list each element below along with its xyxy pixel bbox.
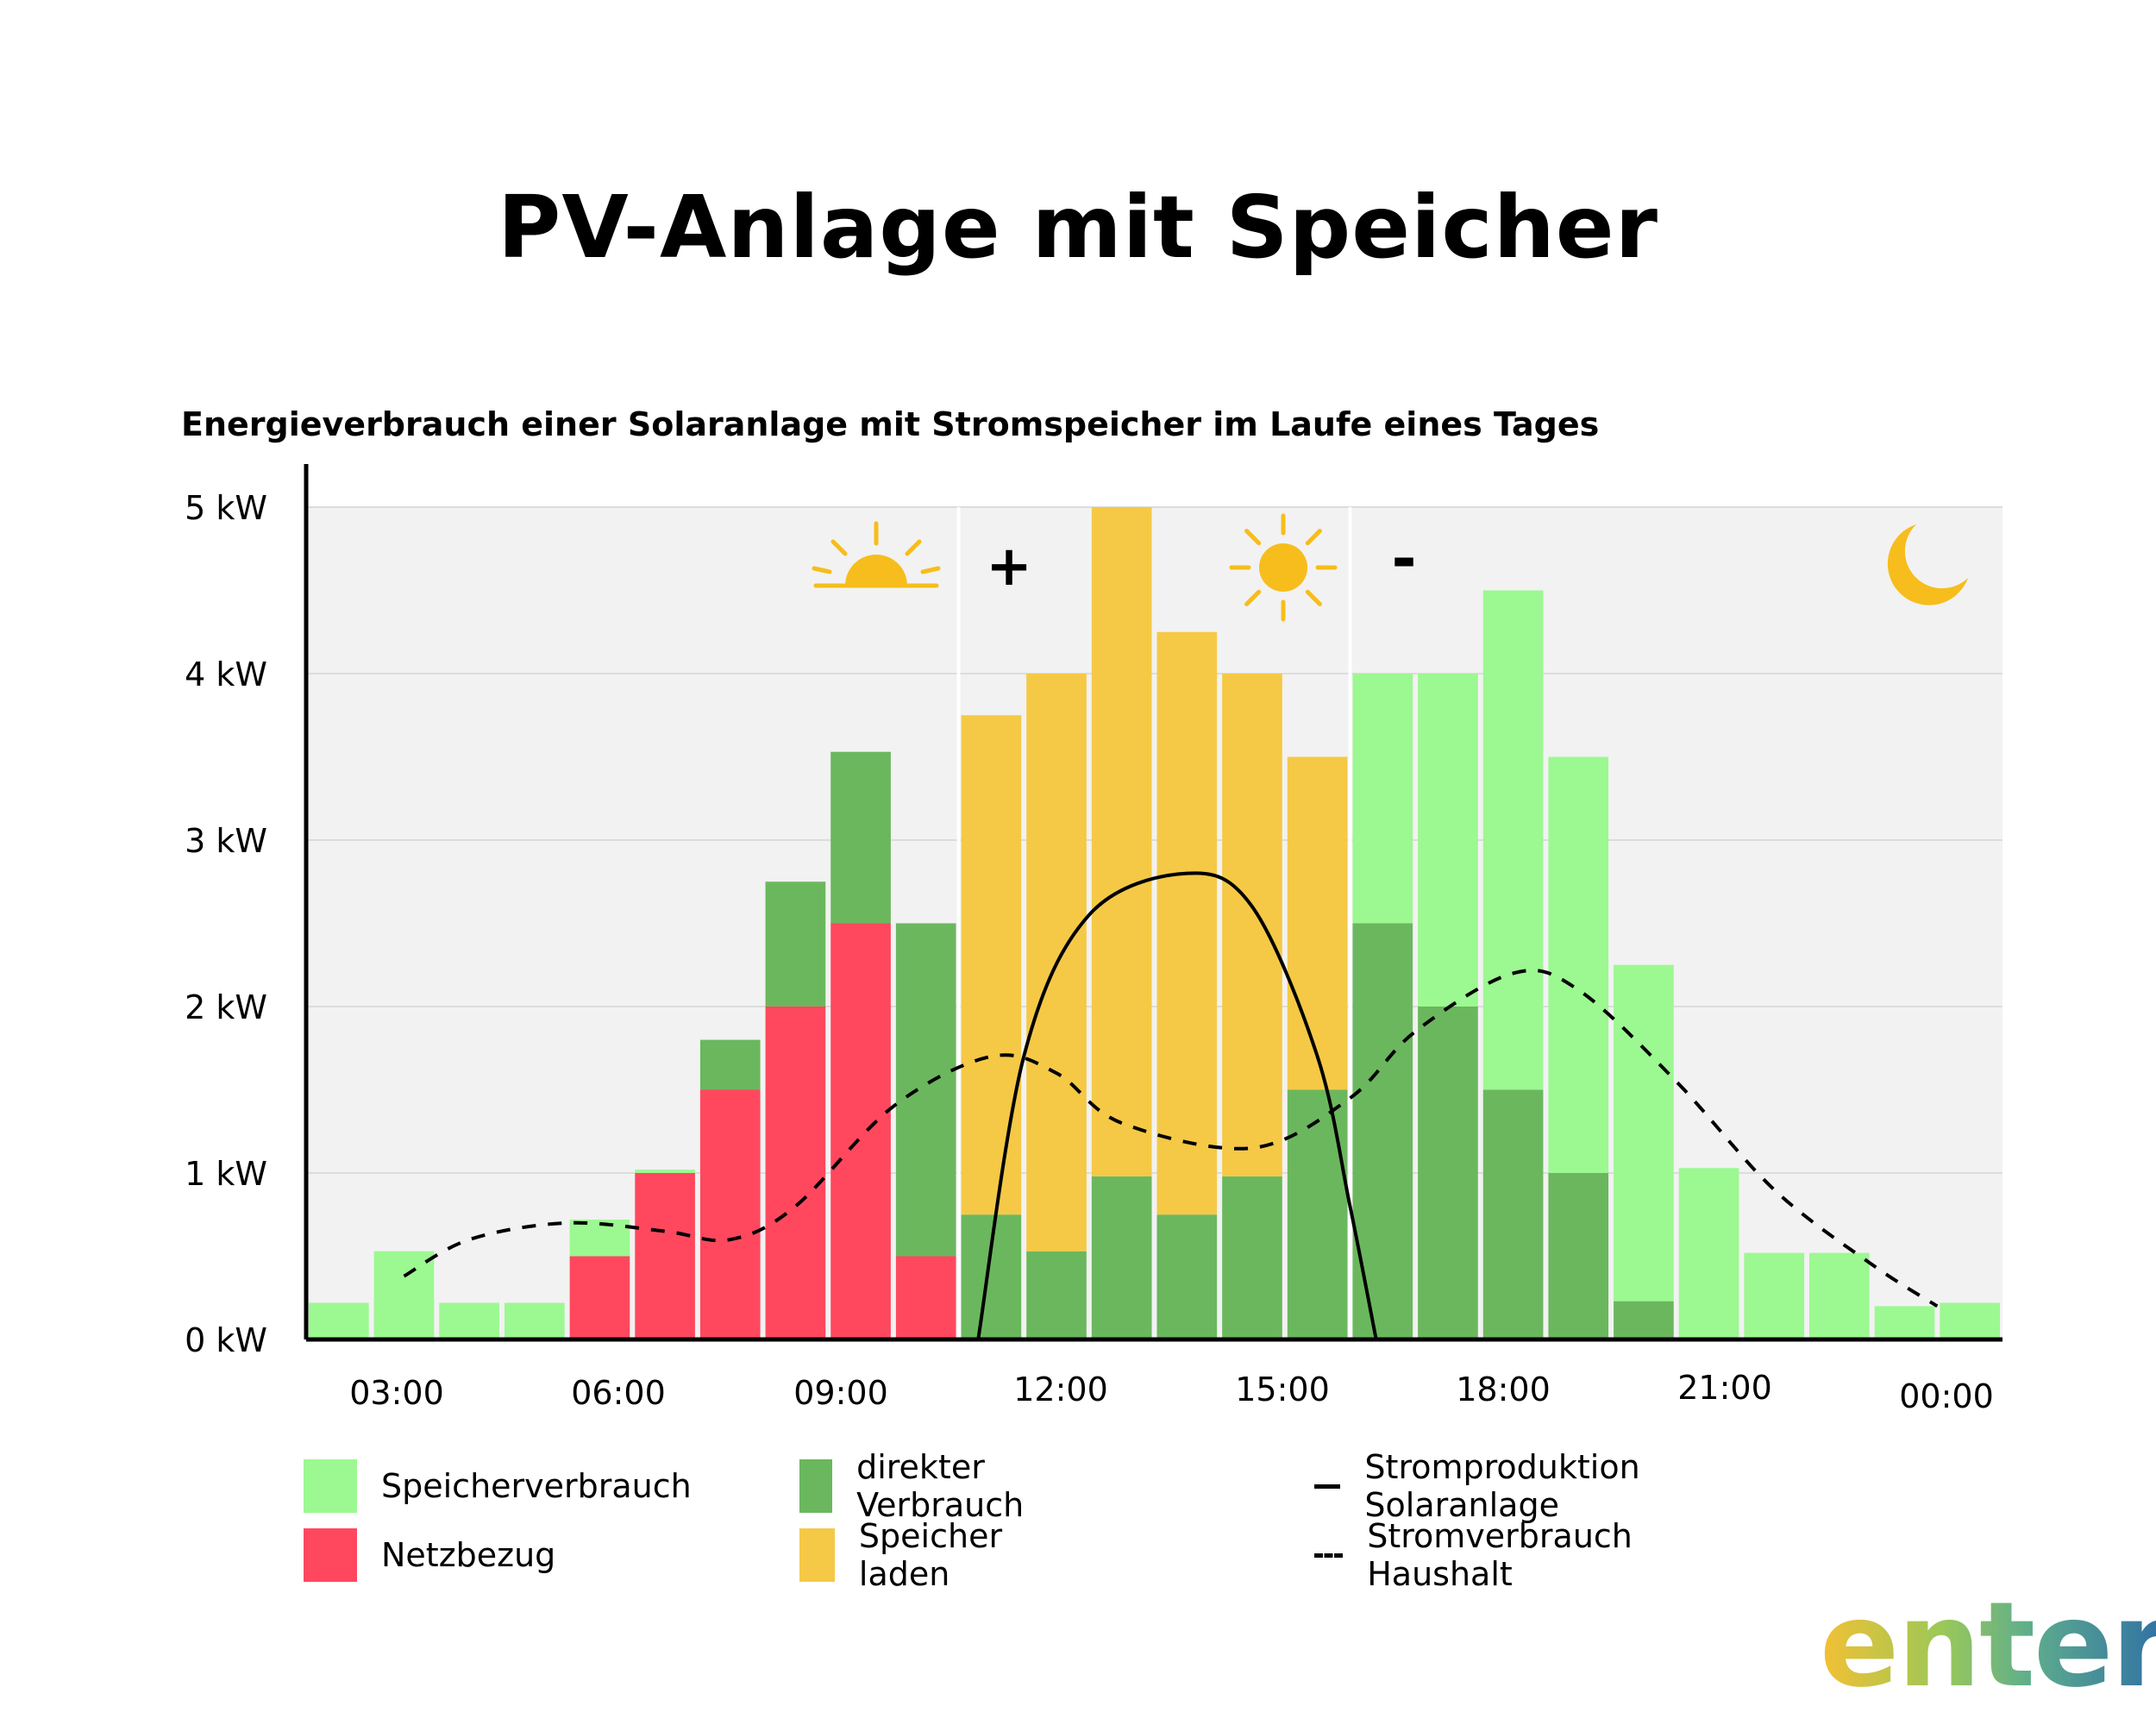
legend-swatch-speicherverbrauch — [304, 1459, 357, 1513]
x-tick-label: 09:00 — [793, 1374, 888, 1412]
legend-swatch-direkter-verbrauch — [799, 1459, 833, 1513]
x-tick-label: 00:00 — [1899, 1377, 1994, 1415]
bar-speicherverbrauch — [439, 1302, 499, 1339]
legend-label: direkter Verbrauch — [856, 1448, 1025, 1524]
chart-subtitle: Energieverbrauch einer Solaranlage mit S… — [181, 405, 1600, 443]
bar-speicher-laden — [1091, 507, 1152, 1176]
legend-swatch-speicher-laden — [799, 1528, 835, 1582]
bar-direkter-verbrauch — [1287, 1089, 1348, 1339]
legend-label: Speicherverbrauch — [381, 1467, 692, 1505]
bar-direkter-verbrauch — [1156, 1214, 1218, 1339]
x-tick-label: 06:00 — [571, 1374, 666, 1412]
enter-logo: enter — [1820, 1587, 2156, 1704]
legend-item-netzbezug: Netzbezug — [304, 1528, 555, 1582]
y-tick-label: 0 kW — [185, 1321, 267, 1359]
bar-speicherverbrauch — [1352, 674, 1413, 924]
plot-background — [306, 507, 2002, 1339]
bar-speicherverbrauch — [1418, 674, 1478, 1007]
y-tick-label: 3 kW — [185, 822, 267, 860]
legend-item-stromverbrauch: Stromverbrauch Haushalt — [1309, 1517, 1647, 1593]
bar-speicherverbrauch — [309, 1302, 369, 1339]
legend-item-stromproduktion: Stromproduktion Solaranlage — [1309, 1448, 1657, 1524]
bar-netzbezug — [635, 1173, 695, 1339]
bar-netzbezug — [830, 923, 891, 1339]
bar-direkter-verbrauch — [1548, 1173, 1609, 1339]
x-tick-label: 15:00 — [1235, 1371, 1330, 1408]
bar-direkter-verbrauch — [1026, 1251, 1087, 1339]
legend-swatch-netzbezug — [304, 1528, 357, 1582]
bar-speicherverbrauch — [1874, 1306, 1935, 1339]
legend-label: Netzbezug — [381, 1536, 556, 1574]
bar-speicherverbrauch — [569, 1220, 630, 1257]
legend-label: Speicher laden — [858, 1517, 1003, 1593]
bar-direkter-verbrauch — [830, 751, 891, 924]
legend-label: Stromproduktion Solaranlage — [1364, 1448, 1640, 1524]
bar-direkter-verbrauch — [1614, 1301, 1674, 1339]
bar-netzbezug — [765, 1007, 826, 1339]
bar-direkter-verbrauch — [699, 1039, 761, 1090]
logo-text: enter — [1820, 1578, 2156, 1714]
bar-speicher-laden — [1222, 674, 1282, 1176]
legend-dashed-line — [1314, 1552, 1344, 1558]
sunrise-icon — [812, 521, 941, 588]
bar-speicherverbrauch — [373, 1251, 435, 1339]
bar-direkter-verbrauch — [961, 1214, 1022, 1339]
legend-item-direkter-verbrauch: direkter Verbrauch — [799, 1448, 1044, 1524]
bar-speicher-laden — [961, 715, 1022, 1215]
bar-speicherverbrauch — [635, 1170, 695, 1173]
sun-icon — [1229, 513, 1338, 622]
consumption-line — [403, 969, 1939, 1308]
bar-direkter-verbrauch — [1418, 1007, 1478, 1339]
y-tick-label: 2 kW — [185, 988, 267, 1026]
minus-marker: - — [1391, 524, 1416, 594]
bar-direkter-verbrauch — [1222, 1176, 1282, 1339]
bar-speicherverbrauch — [1678, 1168, 1739, 1339]
y-tick-label: 1 kW — [185, 1155, 267, 1193]
moon-icon — [1887, 524, 1968, 605]
y-tick-label: 4 kW — [185, 656, 267, 693]
y-tick-label: 5 kW — [185, 489, 267, 527]
bar-direkter-verbrauch — [1482, 1089, 1544, 1339]
bar-speicherverbrauch — [1744, 1252, 1805, 1339]
production-line — [976, 871, 1378, 1340]
x-tick-label: 21:00 — [1677, 1369, 1772, 1407]
legend-solid-line — [1314, 1484, 1341, 1489]
x-tick-label: 12:00 — [1013, 1371, 1108, 1408]
legend-item-speicherverbrauch: Speicherverbrauch — [304, 1459, 692, 1513]
bar-direkter-verbrauch — [895, 923, 956, 1257]
bar-direkter-verbrauch — [1091, 1176, 1152, 1339]
bar-speicherverbrauch — [1809, 1252, 1870, 1339]
bar-speicherverbrauch — [1940, 1302, 2000, 1339]
x-tick-label: 18:00 — [1456, 1371, 1551, 1408]
chart-title: PV-Anlage mit Speicher — [498, 177, 1658, 278]
bar-speicher-laden — [1287, 756, 1348, 1090]
bar-netzbezug — [699, 1089, 761, 1339]
plus-marker: + — [986, 535, 1032, 599]
bar-speicherverbrauch — [504, 1302, 565, 1339]
bar-speicherverbrauch — [1614, 964, 1674, 1302]
bar-speicherverbrauch — [1482, 590, 1544, 1090]
x-tick-label: 03:00 — [349, 1374, 444, 1412]
bar-netzbezug — [895, 1256, 956, 1339]
legend-item-speicher-laden: Speicher laden — [799, 1517, 1020, 1593]
bar-netzbezug — [569, 1256, 630, 1339]
bar-speicherverbrauch — [1548, 756, 1609, 1173]
bar-direkter-verbrauch — [1352, 923, 1413, 1339]
bar-direkter-verbrauch — [765, 881, 826, 1007]
bar-speicher-laden — [1156, 631, 1218, 1215]
legend-label: Stromverbrauch Haushalt — [1367, 1517, 1633, 1593]
